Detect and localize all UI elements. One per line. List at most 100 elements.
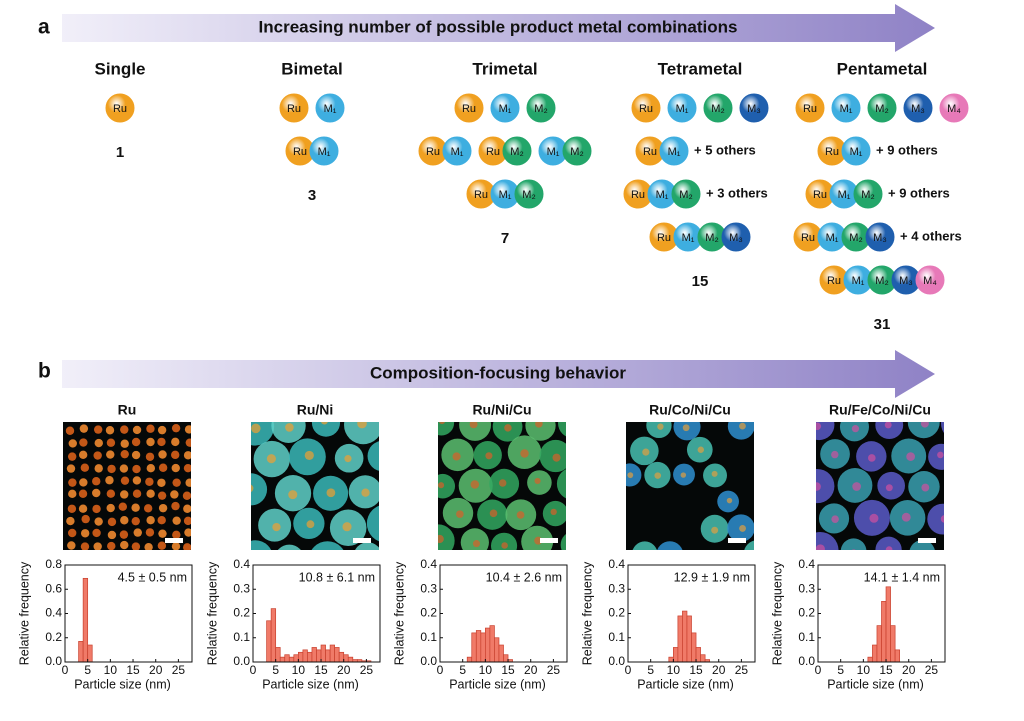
column-title: Tetrametal bbox=[658, 59, 743, 78]
particle-core bbox=[769, 417, 775, 423]
particle-core bbox=[469, 422, 478, 429]
particle-core bbox=[755, 549, 762, 556]
combination-count: 31 bbox=[874, 316, 891, 333]
particle-core bbox=[251, 553, 260, 562]
particle bbox=[146, 515, 155, 525]
particle-core bbox=[785, 550, 792, 557]
sphere-label: M₃ bbox=[873, 232, 887, 244]
particle-core bbox=[852, 482, 861, 491]
others-note: + 5 others bbox=[694, 142, 756, 157]
histogram-bar bbox=[876, 625, 882, 663]
particle-core bbox=[816, 422, 822, 431]
y-tick-label: 0.2 bbox=[45, 630, 62, 644]
particle bbox=[928, 443, 944, 470]
particle-core bbox=[501, 542, 508, 549]
y-tick-label: 0.0 bbox=[420, 654, 437, 668]
particle-core bbox=[739, 524, 747, 532]
others-note: + 9 others bbox=[876, 142, 938, 157]
size-annotation: 10.4 ± 2.6 nm bbox=[486, 570, 562, 584]
particle-core bbox=[657, 423, 664, 430]
histogram-bar bbox=[329, 644, 335, 663]
particle bbox=[558, 422, 566, 437]
y-tick-label: 0.3 bbox=[608, 581, 625, 595]
particle bbox=[157, 478, 166, 487]
particle-core bbox=[885, 484, 893, 492]
sphere-group: M₁ bbox=[667, 93, 697, 123]
particle-core bbox=[326, 488, 336, 498]
particle bbox=[407, 509, 439, 541]
particle-core bbox=[472, 540, 481, 548]
particle-core bbox=[940, 515, 944, 523]
particle-core bbox=[498, 479, 507, 487]
sphere bbox=[831, 93, 861, 123]
sphere-label: M₁ bbox=[656, 189, 669, 201]
particle-core bbox=[361, 488, 370, 497]
sphere-label: M₂ bbox=[679, 189, 692, 201]
column-title: Pentametal bbox=[837, 59, 928, 78]
particle bbox=[907, 422, 940, 439]
y-axis-label: Relative frequency bbox=[392, 561, 406, 665]
particle bbox=[964, 507, 991, 534]
histogram-bar bbox=[691, 632, 697, 663]
particle bbox=[132, 425, 142, 435]
sphere-label: Ru bbox=[287, 103, 301, 115]
histogram-bar bbox=[325, 649, 331, 663]
particle-core bbox=[816, 544, 825, 550]
histogram-bar bbox=[270, 608, 277, 663]
sphere-label: M₂ bbox=[711, 103, 724, 115]
particle bbox=[66, 464, 76, 473]
particle bbox=[251, 473, 268, 506]
histogram-bar bbox=[343, 654, 349, 663]
histogram-bar bbox=[475, 630, 482, 663]
particle bbox=[183, 516, 191, 526]
y-tick-label: 0.2 bbox=[420, 606, 437, 620]
particle-core bbox=[958, 483, 965, 490]
particle-core bbox=[438, 534, 444, 544]
particle bbox=[105, 426, 115, 435]
chart-title: Ru/Ni/Cu bbox=[472, 402, 531, 418]
particle-core bbox=[357, 422, 367, 429]
x-tick-label: 0 bbox=[815, 663, 822, 677]
particle bbox=[646, 422, 672, 439]
x-axis-label: Particle size (nm) bbox=[637, 677, 734, 691]
particle bbox=[271, 422, 306, 443]
sphere-label: M₂ bbox=[534, 103, 547, 115]
particle-core bbox=[535, 422, 543, 428]
particle bbox=[78, 489, 88, 498]
sphere-group: M₄ bbox=[939, 93, 969, 123]
arrow-text: Composition-focusing behavior bbox=[370, 363, 626, 382]
particle bbox=[93, 451, 102, 460]
histogram-bar bbox=[279, 656, 286, 663]
panel-label: b bbox=[38, 360, 51, 383]
particle bbox=[459, 422, 491, 441]
particle bbox=[92, 488, 101, 498]
particle bbox=[80, 463, 90, 472]
particle bbox=[183, 463, 191, 473]
particle bbox=[132, 464, 141, 474]
micrograph bbox=[626, 417, 792, 560]
size-annotation: 14.1 ± 1.4 nm bbox=[864, 570, 940, 584]
particle bbox=[131, 450, 141, 460]
histogram-bar bbox=[307, 651, 313, 663]
sphere-label: Ru bbox=[113, 103, 127, 115]
sphere-label: M₃ bbox=[729, 232, 743, 244]
sphere-label: M₂ bbox=[510, 146, 523, 158]
particle bbox=[171, 542, 181, 550]
sphere-label: M₂ bbox=[875, 275, 888, 287]
particle bbox=[119, 530, 129, 539]
particle bbox=[79, 478, 88, 487]
sphere bbox=[490, 93, 520, 123]
particle bbox=[92, 477, 101, 486]
y-tick-label: 0.1 bbox=[420, 630, 437, 644]
sphere-group: Ru bbox=[279, 93, 309, 123]
sphere bbox=[903, 93, 933, 123]
y-tick-label: 0.3 bbox=[420, 581, 437, 595]
x-tick-label: 15 bbox=[126, 663, 140, 677]
particle-core bbox=[667, 553, 674, 560]
histogram-bar bbox=[302, 649, 308, 663]
particle bbox=[366, 505, 379, 542]
sphere bbox=[659, 136, 689, 166]
sphere bbox=[526, 93, 556, 123]
combination-count: 3 bbox=[308, 187, 316, 204]
